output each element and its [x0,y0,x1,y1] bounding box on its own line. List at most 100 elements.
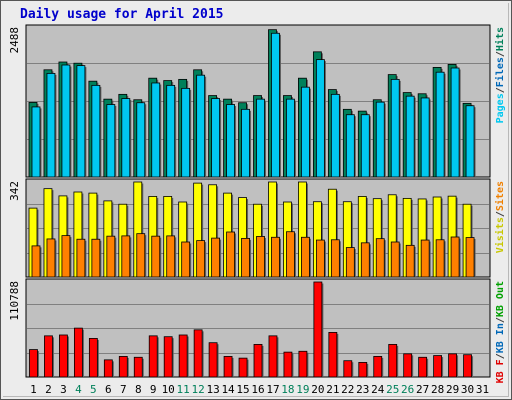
panel-visits-sites-max-label: 342 [8,181,21,201]
panel-visits-sites-bar-sites-day-3 [61,235,71,278]
panel-visits-sites-bar-sites-day-1 [31,245,41,278]
panel-visits-sites-bar-sites-day-14 [226,231,235,278]
panel-kbytes-bar-kb-f-day-23 [358,362,368,378]
panel-kbytes-bar-kb-f-day-9 [148,335,158,378]
x-axis-label-day-10: 10 [162,383,175,396]
panel-pages-files-hits-bar-pages-day-27 [420,97,430,178]
panel-pages-files-hits-bar-pages-day-12 [196,74,206,178]
panel-kbytes-legend-part-1: KB F [495,359,506,383]
x-axis-label-day-13: 13 [206,383,219,396]
panel-kbytes-max-label: 110788 [8,281,21,321]
panel-pages-files-hits-bar-pages-day-9 [151,82,161,178]
panel-visits-sites-bar-sites-day-30 [465,237,475,278]
x-axis-label-day-3: 3 [60,383,67,396]
panel-visits-sites-bar-sites-day-9 [151,235,161,278]
panel-kbytes-bar-kb-f-day-18 [283,351,293,378]
panel-visits-sites-bar-sites-day-6 [106,235,116,278]
panel-visits-sites-bar-sites-day-29 [450,236,460,278]
panel-kbytes-legend-part-3: KB In [495,323,506,353]
panel-visits-sites-legend-part-1: Visits [494,217,506,253]
panel-pages-files-hits-bar-pages-day-22 [345,114,355,178]
x-axis-label-day-29: 29 [446,383,459,396]
panel-kbytes-bar-kb-f-day-7 [118,356,128,378]
panel-kbytes-bar-kb-f-day-20 [313,281,323,378]
panel-kbytes-bar-kb-f-day-22 [343,360,353,378]
panel-kbytes-bar-kb-f-day-26 [403,353,413,378]
panel-visits-sites-legend: Visits/Sites [494,181,506,253]
x-axis-label-day-25: 25 [386,383,399,396]
panel-pages-files-hits-max-label: 2488 [8,27,21,54]
panel-visits-sites-bar-sites-day-27 [420,239,430,278]
chart-title: Daily usage for April 2015 [20,7,224,22]
x-axis-label-day-28: 28 [431,383,444,396]
panel-pages-files-hits-bar-pages-day-14 [226,104,235,178]
x-axis-label-day-26: 26 [401,383,414,396]
panel-kbytes-bar-kb-f-day-21 [328,332,338,378]
panel-visits-sites-bar-sites-day-13 [211,237,221,278]
panel-kbytes-legend-part-2: / [495,353,506,359]
x-axis-label-day-31: 31 [476,383,489,396]
panel-kbytes-bar-kb-f-day-1 [29,349,38,378]
panel-visits-sites-bar-sites-day-8 [136,233,146,278]
panel-pages-files-hits-legend-part-5: Hits [494,27,506,51]
x-axis-label-day-11: 11 [177,383,190,396]
panel-kbytes-bar-kb-f-day-6 [103,359,113,378]
panel-pages-files-hits-bar-pages-day-11 [181,87,191,178]
panel-pages-files-hits-bar-pages-day-17 [271,32,280,178]
x-axis-label-day-16: 16 [251,383,264,396]
panel-pages-files-hits-bar-pages-day-13 [211,98,221,178]
panel-pages-files-hits-bar-pages-day-26 [405,95,415,178]
panel-pages-files-hits-bar-pages-day-21 [330,93,340,178]
panel-pages-files-hits-bar-pages-day-24 [375,101,385,178]
panel-pages-files-hits-bar-pages-day-20 [315,59,325,178]
panel-kbytes-bar-kb-f-day-15 [238,357,248,378]
panel-kbytes-bar-kb-f-day-10 [163,336,173,378]
x-axis-label-day-15: 15 [236,383,249,396]
panel-kbytes-bar-kb-f-day-25 [388,344,398,378]
panel-pages-files-hits-bar-pages-day-3 [61,64,71,178]
panel-pages-files-hits-bar-pages-day-28 [435,71,445,178]
panel-kbytes-bar-kb-f-day-13 [208,342,218,378]
panel-kbytes-bar-kb-f-day-27 [418,356,428,378]
x-axis-label-day-12: 12 [192,383,205,396]
panel-visits-sites-bar-sites-day-2 [46,238,56,278]
panel-kbytes-bar-kb-f-day-28 [433,355,443,378]
panel-visits-sites-bar-sites-day-20 [315,239,325,278]
panel-kbytes-legend: KB F/KB In/KB Out [495,281,506,383]
x-axis-label-day-21: 21 [326,383,339,396]
panel-kbytes-bar-kb-f-day-17 [268,335,278,378]
panel-visits-sites-bar-sites-day-28 [435,239,445,278]
panel-visits-sites-legend-part-3: Sites [494,181,506,211]
x-axis-label-day-23: 23 [356,383,369,396]
panel-visits-sites-bar-sites-day-17 [271,236,280,278]
panel-pages-files-hits-legend-part-2: / [495,87,506,93]
x-axis-label-day-24: 24 [371,383,385,396]
panel-visits-sites-bar-sites-day-22 [345,247,355,278]
panel-pages-files-hits-bar-pages-day-5 [91,84,101,178]
panel-pages-files-hits-legend-part-1: Pages [495,93,506,123]
panel-pages-files-hits-bar-pages-day-30 [465,105,475,178]
x-axis-label-day-6: 6 [105,383,112,396]
panel-visits-sites-bar-sites-day-12 [196,240,206,278]
x-axis-label-day-18: 18 [281,383,294,396]
panel-kbytes-bar-kb-f-day-14 [223,356,233,378]
x-axis-label-day-22: 22 [341,383,354,396]
panel-pages-files-hits-legend-part-3: Files [494,57,506,87]
panel-pages-files-hits-bar-pages-day-18 [286,98,295,178]
x-axis-label-day-7: 7 [120,383,127,396]
panel-pages-files-hits-legend-part-4: / [495,51,506,57]
panel-visits-sites-bar-sites-day-4 [76,238,86,278]
x-axis-label-day-9: 9 [150,383,157,396]
panel-visits-sites-bar-sites-day-18 [286,231,295,278]
panel-visits-sites-legend-part-2: / [495,211,506,217]
panel-visits-sites-bar-sites-day-21 [330,239,340,278]
chart-frame-inner [3,3,509,397]
x-axis-label-day-20: 20 [311,383,324,396]
x-axis-label-day-14: 14 [221,383,235,396]
panel-kbytes-legend-part-4: / [495,317,506,323]
panel-visits-sites-bar-sites-day-11 [181,241,191,278]
panel-pages-files-hits-legend: Pages/Files/Hits [494,27,506,123]
x-axis-label-day-30: 30 [461,383,474,396]
panel-pages-files-hits-bar-pages-day-4 [76,65,86,178]
